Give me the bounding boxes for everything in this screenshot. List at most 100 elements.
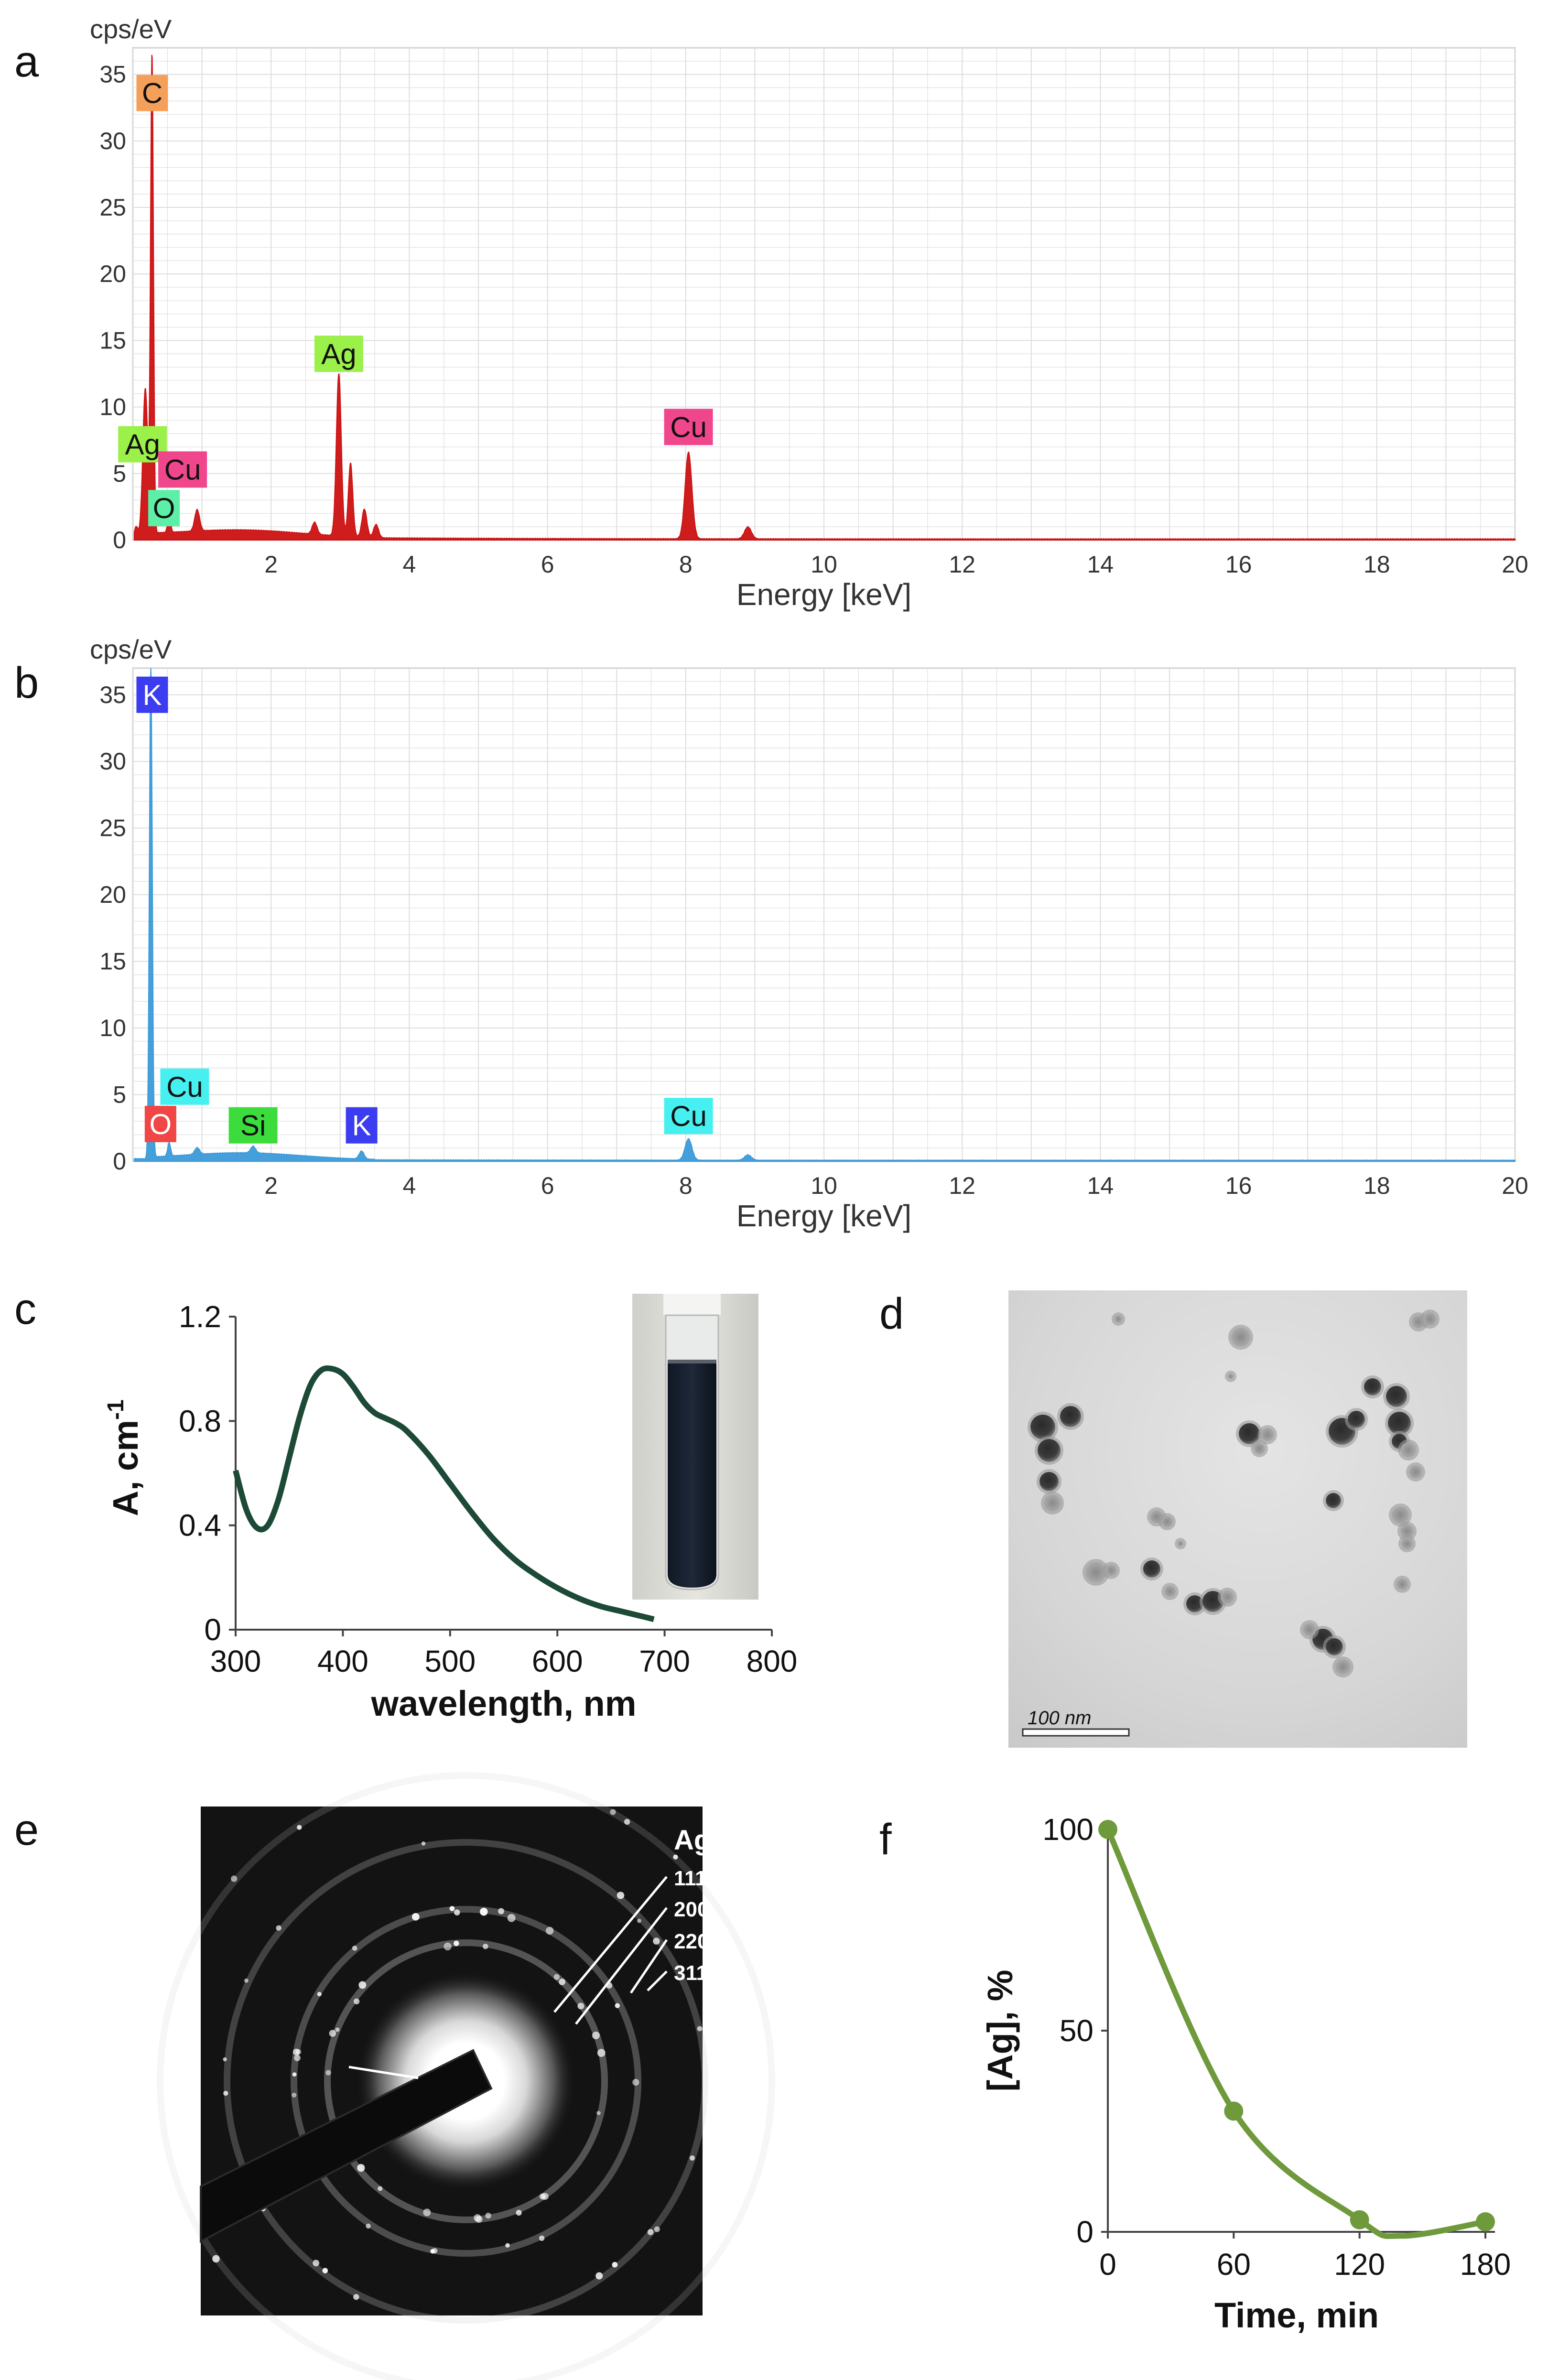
y-tick-label: 50 xyxy=(1060,2013,1093,2048)
diffraction-spot xyxy=(483,1944,488,1949)
diffraction-spot xyxy=(317,1991,322,1997)
y-tick-label: 35 xyxy=(99,682,126,708)
x-tick-label: 14 xyxy=(1087,1172,1114,1199)
diffraction-spot xyxy=(292,2048,300,2055)
ring-index-label: 200 xyxy=(674,1898,709,1921)
peak-tag-label: O xyxy=(153,492,175,524)
nanoparticle xyxy=(1221,1590,1234,1604)
x-axis-label: Time, min xyxy=(1214,2295,1379,2335)
diffraction-spot xyxy=(358,1981,367,1989)
diffraction-spot xyxy=(596,2111,601,2115)
nanoparticle xyxy=(1161,1516,1173,1527)
nanoparticle xyxy=(1239,1423,1260,1444)
uv-vis-series xyxy=(233,1365,655,1622)
x-tick-label: 800 xyxy=(747,1644,798,1678)
diffraction-spot xyxy=(516,2209,522,2216)
x-tick-label: 2 xyxy=(264,551,278,578)
peak-tag: O xyxy=(148,490,180,527)
diffraction-spot xyxy=(432,2248,438,2254)
y-tick-label: 10 xyxy=(99,1015,126,1041)
diffraction-spot xyxy=(697,2026,703,2032)
diffraction-spot xyxy=(539,2193,546,2200)
y-tick-label: 30 xyxy=(99,748,126,775)
nanoparticle xyxy=(1303,1623,1316,1636)
diffraction-spot xyxy=(673,1854,678,1860)
ring-pointer xyxy=(575,1907,668,2025)
diffraction-spot xyxy=(357,2164,365,2172)
diffraction-spot xyxy=(366,2223,371,2229)
saed-pattern: Ag 111 200 220 311 xyxy=(157,1772,775,2380)
peak-tag-label: Si xyxy=(240,1110,266,1142)
diffraction-spot xyxy=(647,2229,654,2235)
peak-tag: Cu xyxy=(664,1098,713,1135)
silver-series-line xyxy=(1105,1827,1488,2239)
saed-title: Ag xyxy=(674,1825,711,1856)
diffraction-spot xyxy=(615,2003,620,2008)
diffraction-spot xyxy=(454,1909,460,1915)
diffraction-spot xyxy=(411,1913,420,1921)
nanoparticle xyxy=(1396,1579,1408,1590)
x-tick-label: 4 xyxy=(402,551,416,578)
ring-index-label: 111 xyxy=(674,1867,707,1890)
peak-tag-label: Cu xyxy=(670,1100,707,1132)
diffraction-ring xyxy=(324,1939,608,2223)
peak-tag: K xyxy=(346,1107,378,1144)
x-tick-label: 8 xyxy=(679,551,693,578)
x-tick-label: 20 xyxy=(1502,1172,1528,1199)
panel-label-c: c xyxy=(14,1285,36,1333)
x-tick-label: 0 xyxy=(1099,2247,1116,2282)
scale-bar-label: 100 nm xyxy=(1028,1708,1091,1729)
y-axis-label-text: A, cm xyxy=(106,1420,145,1516)
peak-tag-box xyxy=(228,1107,278,1144)
y-tick-label: 1.2 xyxy=(179,1299,221,1334)
diffraction-spot xyxy=(294,2055,301,2061)
y-tick-label: 0.8 xyxy=(179,1404,221,1438)
data-point xyxy=(1098,1820,1117,1839)
peak-tag-box xyxy=(664,1098,713,1135)
diffraction-spot xyxy=(597,2049,606,2057)
nanoparticle xyxy=(1164,1586,1176,1597)
peak-tag: Cu xyxy=(664,409,713,445)
diffraction-spot xyxy=(595,2272,603,2280)
diffraction-spot xyxy=(505,2243,510,2248)
peak-tag-box xyxy=(136,676,168,713)
nanoparticle xyxy=(1178,1541,1183,1547)
diffraction-spot xyxy=(612,2261,618,2268)
nanoparticle xyxy=(1030,1415,1055,1439)
x-tick-label: 18 xyxy=(1364,1172,1390,1199)
diffraction-spot xyxy=(353,1998,360,2005)
y-axis-label: A, cm-1 xyxy=(103,1399,145,1516)
uv-vis-spectrum: 0 0.4 0.8 1.2 300 400 500 600 700 800 wavelength, … xyxy=(103,1299,797,1723)
x-tick-label: 6 xyxy=(541,551,554,578)
nanoparticle xyxy=(1039,1472,1059,1491)
x-tick-label: 600 xyxy=(532,1644,583,1678)
diffraction-spot xyxy=(553,1974,560,1980)
diffraction-ring xyxy=(157,1772,775,2380)
diffraction-ring xyxy=(224,1839,708,2324)
diffraction-spot xyxy=(617,1892,625,1899)
nanoparticle xyxy=(1044,1494,1061,1512)
panel-label-b: b xyxy=(14,659,39,707)
peak-tag-label: K xyxy=(142,679,162,711)
y-tick-label: 0.4 xyxy=(179,1508,221,1543)
diffraction-spot xyxy=(624,1818,630,1825)
peak-tag-label: C xyxy=(142,77,162,109)
ring-pointer xyxy=(629,1939,668,1994)
nanoparticle xyxy=(1423,1312,1437,1326)
peak-tag: Cu xyxy=(158,451,207,488)
eds-spectrum-a: 0 5 10 15 20 25 30 35 2 4 6 8 10 12 14 16 18 20 cps/eV Ener… xyxy=(90,14,1528,612)
diffraction-spot xyxy=(297,1825,302,1830)
peak-tag-box xyxy=(346,1107,378,1144)
nanoparticle xyxy=(1038,1439,1061,1462)
nanoparticle xyxy=(1386,1386,1407,1407)
nanoparticle xyxy=(1401,1442,1416,1458)
x-axis-label: Energy [keV] xyxy=(736,577,911,612)
peak-tag-box xyxy=(144,1105,176,1142)
nanoparticle xyxy=(1335,1659,1351,1675)
data-point xyxy=(1350,2210,1369,2229)
diffraction-spot xyxy=(454,1940,459,1947)
x-tick-label: 500 xyxy=(424,1644,476,1678)
ring-index-label: 220 xyxy=(674,1930,709,1953)
y-tick-label: 100 xyxy=(1042,1812,1093,1847)
